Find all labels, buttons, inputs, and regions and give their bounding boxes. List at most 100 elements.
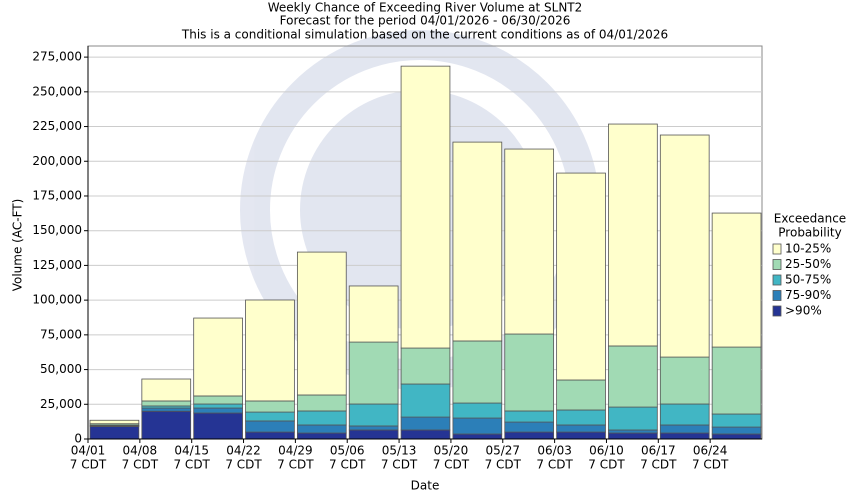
x-tick-sublabel: 7 CDT: [122, 458, 159, 472]
x-tick-label: 05/27: [485, 444, 520, 458]
bar-segment: [296, 432, 347, 440]
bar-segment: [452, 402, 503, 419]
bar-segment: [296, 251, 347, 396]
y-tick-label: 225,000: [32, 119, 82, 133]
bar-segment: [556, 409, 606, 426]
x-tick-label: 06/03: [537, 444, 572, 458]
y-axis-label: Volume (AC-FT): [11, 199, 25, 292]
bar-segment: [504, 421, 555, 433]
bar-segment: [400, 347, 451, 385]
bar-segment: [452, 141, 503, 342]
x-tick-sublabel: 7 CDT: [588, 458, 625, 472]
x-tick-sublabel: 7 CDT: [485, 458, 522, 472]
bar-segment: [504, 431, 555, 440]
y-tick-label: 200,000: [32, 154, 82, 168]
bar-segment: [711, 346, 762, 415]
y-tick-label: 275,000: [32, 50, 82, 64]
y-tick-label: 25,000: [40, 397, 82, 411]
bar-segment: [245, 299, 295, 402]
legend-swatch: [772, 290, 782, 301]
legend-swatch: [772, 259, 782, 270]
bar-segment: [348, 341, 399, 405]
legend-title: Probability: [778, 226, 841, 240]
x-tick-label: 06/17: [641, 444, 676, 458]
bar-segment: [556, 431, 606, 440]
bar-segment: [193, 317, 243, 397]
bar-segment: [659, 356, 710, 405]
bar-segment: [608, 345, 658, 408]
bar-segment: [141, 410, 192, 440]
bar-segment: [193, 412, 243, 440]
x-tick-label: 05/20: [434, 444, 469, 458]
bar-segment: [608, 123, 658, 347]
x-tick-sublabel: 7 CDT: [277, 458, 314, 472]
bar-segment: [245, 431, 295, 440]
x-tick-sublabel: 7 CDT: [225, 458, 262, 472]
bar-segment: [193, 395, 243, 405]
bar-segment: [400, 416, 451, 431]
bar-segment: [659, 424, 710, 434]
x-tick-sublabel: 7 CDT: [173, 458, 210, 472]
x-tick-label: 06/10: [589, 444, 624, 458]
legend-label: 50-75%: [785, 273, 831, 287]
bar-segment: [556, 424, 606, 433]
x-tick-label: 04/08: [123, 444, 158, 458]
x-tick-label: 04/22: [226, 444, 261, 458]
legend-label: 25-50%: [785, 257, 831, 271]
y-tick-label: 0: [74, 432, 82, 446]
legend-swatch: [772, 243, 782, 255]
bar-segment: [89, 426, 140, 440]
bar-segment: [608, 406, 658, 431]
bar-segment: [400, 429, 451, 440]
legend-label: 10-25%: [785, 242, 831, 256]
bar-segment: [452, 340, 503, 404]
x-tick-label: 04/15: [174, 444, 209, 458]
x-tick-sublabel: 7 CDT: [433, 458, 470, 472]
legend-title: Exceedance: [774, 212, 846, 226]
bar-segment: [659, 403, 710, 426]
x-tick-label: 04/29: [278, 444, 313, 458]
bar-segment: [556, 172, 606, 381]
x-tick-sublabel: 7 CDT: [70, 458, 107, 472]
bar-segment: [608, 432, 658, 440]
x-tick-sublabel: 7 CDT: [692, 458, 729, 472]
x-tick-label: 06/24: [693, 444, 728, 458]
bar-segment: [400, 65, 451, 349]
x-tick-sublabel: 7 CDT: [329, 458, 366, 472]
bar-segment: [556, 379, 606, 411]
bar-segment: [711, 413, 762, 428]
bar-segment: [711, 426, 762, 435]
bar-segment: [348, 425, 399, 431]
bar-segment: [193, 403, 243, 409]
bar-segment: [711, 433, 762, 440]
bar-segment: [452, 417, 503, 435]
legend-label: >90%: [785, 304, 822, 318]
y-tick-label: 250,000: [32, 84, 82, 98]
bar-segment: [504, 333, 555, 412]
bar-segment: [348, 429, 399, 440]
bar-segment: [452, 433, 503, 440]
chart-subtitle: Forecast for the period 04/01/2026 - 06/…: [280, 14, 571, 28]
bar-segment: [296, 424, 347, 434]
x-tick-sublabel: 7 CDT: [640, 458, 677, 472]
y-tick-label: 175,000: [32, 188, 82, 202]
legend-label: 75-90%: [785, 288, 831, 302]
bar-segment: [659, 134, 710, 358]
bar-segment: [711, 212, 762, 348]
bar-segment: [89, 419, 140, 425]
y-tick-label: 50,000: [40, 362, 82, 376]
bar-segment: [141, 378, 192, 402]
chart-note: This is a conditional simulation based o…: [181, 28, 668, 42]
bar-segment: [504, 148, 555, 335]
y-tick-label: 100,000: [32, 293, 82, 307]
x-tick-label: 05/13: [382, 444, 417, 458]
x-tick-sublabel: 7 CDT: [381, 458, 418, 472]
bar-segment: [608, 429, 658, 434]
legend-swatch: [772, 274, 782, 286]
bar-segment: [504, 410, 555, 423]
bar-segment: [400, 383, 451, 418]
bar-segment: [245, 400, 295, 413]
x-axis-label: Date: [411, 479, 440, 493]
bar-segment: [348, 285, 399, 343]
